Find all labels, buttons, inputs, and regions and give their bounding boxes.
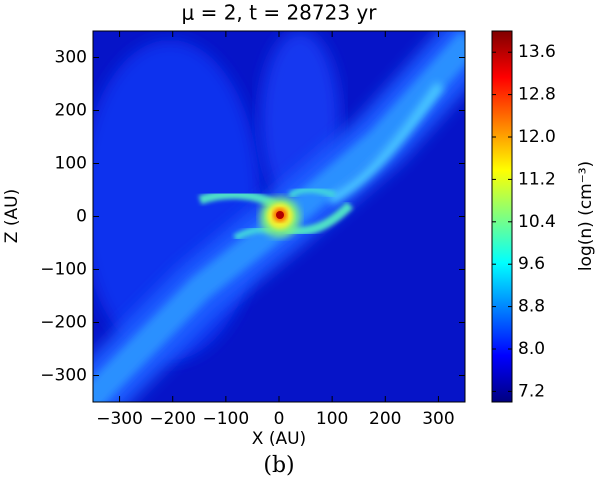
colorbar-tick-label: 9.6	[518, 254, 545, 274]
x-tick-label: −200	[149, 409, 196, 429]
colorbar-tick-label: 8.0	[518, 339, 545, 359]
colorbar-tick-label: 7.2	[518, 381, 545, 401]
x-tick-label: −100	[203, 409, 250, 429]
x-tick-label: 300	[422, 409, 454, 429]
y-tick-label: −200	[40, 313, 87, 333]
x-tick-label: 100	[316, 409, 348, 429]
x-tick-label: 200	[369, 409, 401, 429]
y-tick-label: −100	[40, 260, 87, 280]
spiral-arm	[287, 186, 337, 199]
colorbar-label: log(n) (cm⁻³)	[576, 161, 596, 271]
x-tick-label: 0	[274, 409, 285, 429]
colorbar-tick-label: 11.2	[518, 169, 556, 189]
y-tick-label: 0	[76, 207, 87, 227]
y-axis-label: Z (AU)	[2, 189, 22, 243]
y-tick-label: 300	[55, 48, 87, 68]
field-band	[327, 82, 445, 205]
core	[276, 211, 284, 219]
y-tick-label: 200	[55, 101, 87, 121]
colorbar-tick-label: 10.4	[518, 212, 556, 232]
density-field	[93, 31, 465, 402]
colorbar-tick-label: 13.6	[518, 42, 556, 62]
colorbar-tick-label: 8.8	[518, 297, 545, 317]
x-axis-label: X (AU)	[252, 429, 306, 449]
colorbar-tick-label: 12.8	[518, 85, 556, 105]
colorbar	[491, 30, 513, 403]
x-tick-label: −300	[96, 409, 143, 429]
chart-title: μ = 2, t = 28723 yr	[182, 1, 378, 25]
caption: (b)	[263, 453, 294, 478]
colorbar-tick-label: 12.0	[518, 127, 556, 147]
y-tick-label: −300	[40, 366, 87, 386]
y-tick-label: 100	[55, 154, 87, 174]
